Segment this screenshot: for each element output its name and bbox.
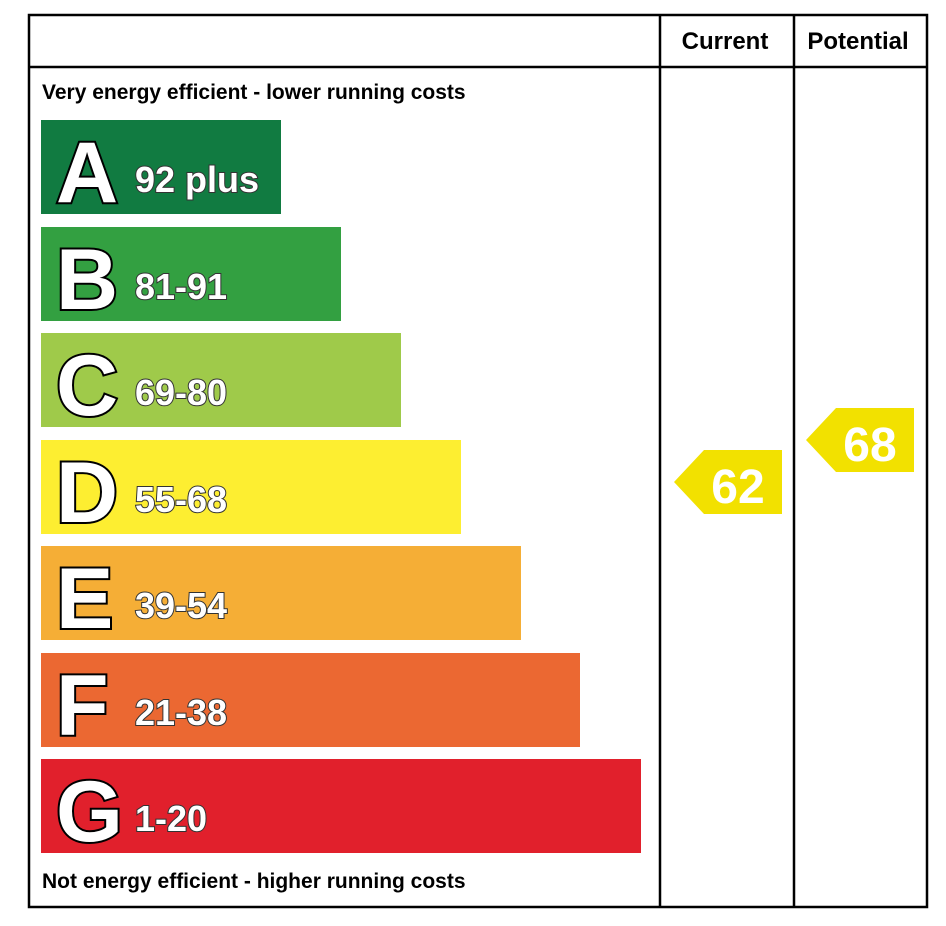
current-arrow-shape: [674, 450, 782, 514]
band-c: C 69-80: [41, 333, 401, 436]
table-border: [27, 13, 929, 909]
band-a: A 92 plus: [41, 120, 281, 223]
band-range: 39-54: [135, 585, 227, 626]
potential-arrow-shape: [806, 408, 914, 472]
band-range: 21-38: [135, 692, 227, 733]
band-f: F 21-38: [41, 653, 580, 756]
band-letter: E: [56, 551, 113, 647]
band-letter: C: [56, 338, 118, 434]
band-range: 81-91: [135, 266, 227, 307]
band-letter: B: [56, 232, 118, 328]
band-range: 92 plus: [135, 159, 259, 200]
band-letter: D: [56, 445, 118, 541]
current-score: 62: [711, 461, 764, 514]
top-caption: Very energy efficient - lower running co…: [42, 81, 466, 104]
band-g: G 1-20: [41, 759, 641, 862]
band-letter: F: [56, 658, 109, 754]
band-letter: G: [56, 764, 123, 860]
band-bar: [41, 759, 641, 853]
band-bar: [41, 440, 461, 534]
header-potential: Potential: [807, 28, 908, 55]
band-bar: [41, 333, 401, 427]
band-bar: [41, 227, 341, 321]
current-rating-arrow: 62: [674, 450, 782, 514]
band-bar: [41, 653, 580, 747]
band-e: E 39-54: [41, 546, 521, 649]
bottom-caption: Not energy efficient - higher running co…: [42, 870, 466, 893]
potential-rating-arrow: 68: [806, 408, 914, 472]
band-range: 55-68: [135, 479, 227, 520]
band-bar: [41, 546, 521, 640]
band-d: D 55-68: [41, 440, 461, 543]
potential-score: 68: [843, 419, 896, 472]
band-range: 1-20: [135, 798, 207, 839]
band-range: 69-80: [135, 372, 227, 413]
band-bar: [41, 120, 281, 214]
header-current: Current: [682, 28, 769, 55]
band-letter: A: [56, 125, 118, 221]
band-b: B 81-91: [41, 227, 341, 330]
